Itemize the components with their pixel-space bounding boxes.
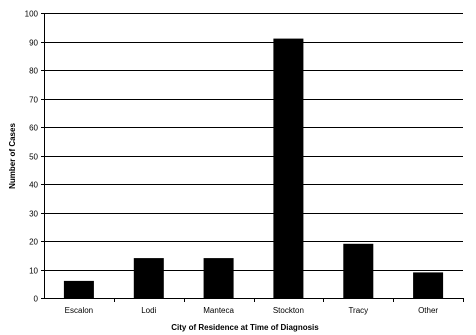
- y-tick-label: 80: [29, 67, 38, 76]
- y-tick-label: 100: [25, 10, 39, 19]
- x-tick-label: Stockton: [273, 306, 304, 315]
- bar-other: [413, 272, 444, 298]
- y-tick-label: 60: [29, 124, 38, 133]
- gridlines: [44, 13, 463, 271]
- x-axis-title: City of Residence at Time of Diagnosis: [171, 323, 319, 332]
- bar-stockton: [273, 38, 304, 298]
- bar-escalon: [63, 280, 94, 298]
- y-axis-ticks: 0 10 20 30 40 50 60 70 80 90 100: [25, 10, 44, 304]
- y-tick-label: 90: [29, 39, 38, 48]
- y-axis-title: Number of Cases: [8, 123, 17, 189]
- x-axis-ticks: Escalon Lodi Manteca Stockton Tracy Other: [65, 298, 464, 315]
- y-tick-label: 0: [34, 295, 39, 304]
- bar-manteca: [203, 258, 234, 298]
- bar-lodi: [133, 258, 164, 298]
- axes: [44, 13, 463, 299]
- bar-tracy: [343, 243, 374, 298]
- y-tick-label: 70: [29, 96, 38, 105]
- x-tick-label: Lodi: [141, 306, 156, 315]
- y-tick-label: 30: [29, 210, 38, 219]
- y-tick-label: 40: [29, 181, 38, 190]
- x-tick-label: Manteca: [203, 306, 234, 315]
- y-tick-label: 10: [29, 267, 38, 276]
- y-tick-label: 20: [29, 238, 38, 247]
- y-tick-label: 50: [29, 153, 38, 162]
- bars: [63, 38, 444, 298]
- x-tick-label: Escalon: [65, 306, 93, 315]
- x-tick-label: Other: [418, 306, 438, 315]
- x-tick-label: Tracy: [348, 306, 368, 315]
